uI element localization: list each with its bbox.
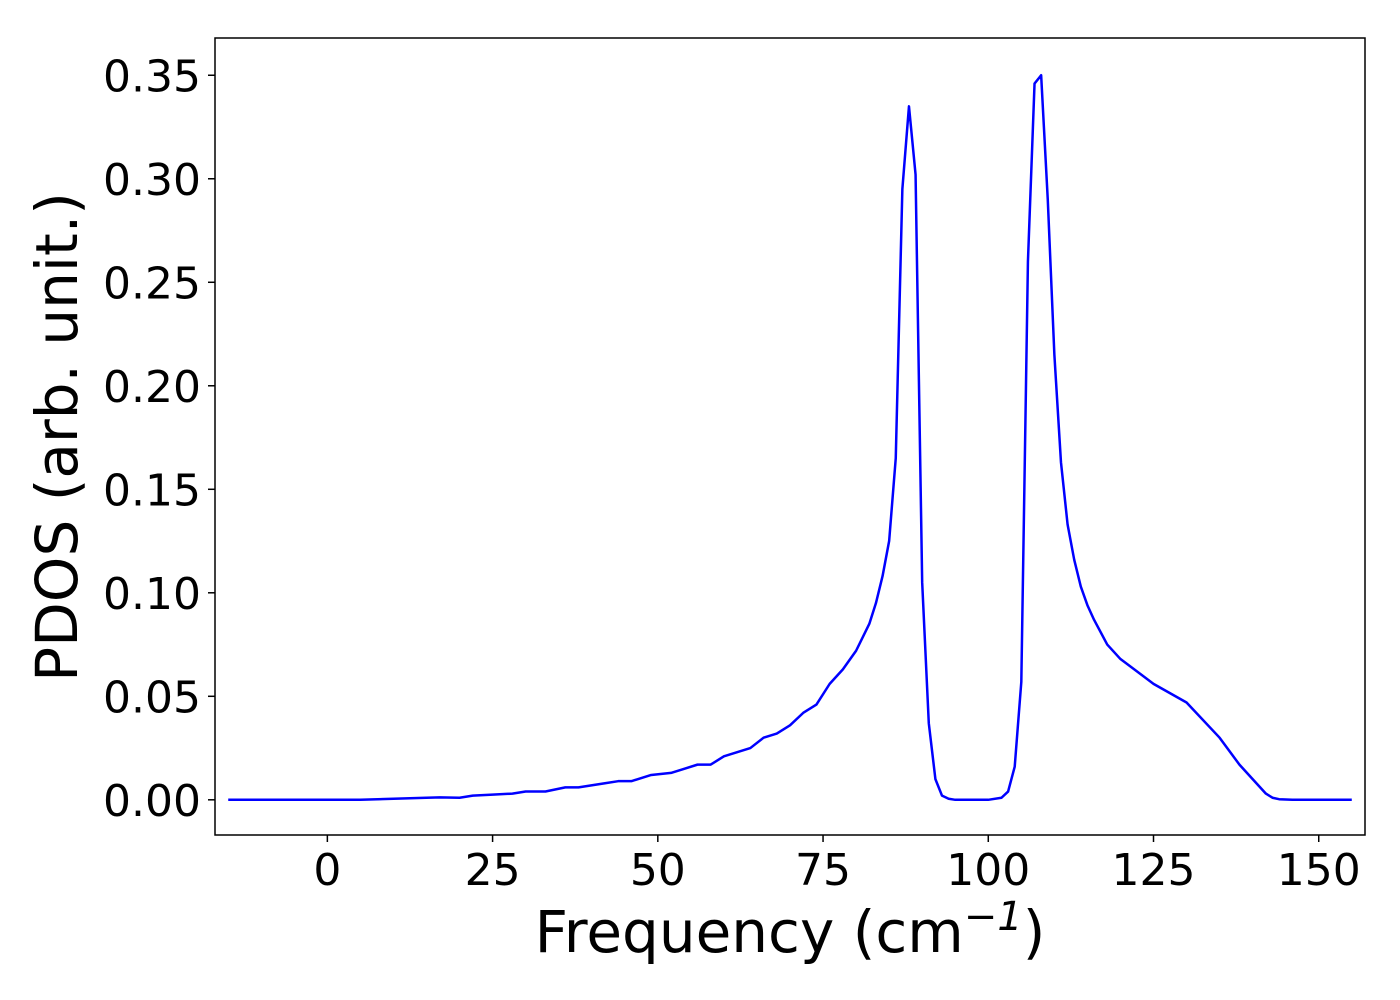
y-axis-label: PDOS (arb. unit.)	[23, 192, 91, 682]
y-tick-label: 0.35	[103, 51, 201, 102]
plot-frame	[214, 37, 1366, 836]
x-axis-label: Frequency (cm−1)	[535, 894, 1046, 966]
y-tick-label: 0.30	[103, 155, 201, 206]
x-tick-label: 25	[465, 845, 521, 896]
y-tick-label: 0.00	[103, 776, 201, 827]
x-tick-label: 100	[946, 845, 1030, 896]
y-tick-label: 0.20	[103, 362, 201, 413]
y-tick-label: 0.15	[103, 465, 201, 516]
x-tick-label: 50	[630, 845, 686, 896]
x-tick-label: 0	[313, 845, 341, 896]
y-tick-label: 0.10	[103, 569, 201, 620]
y-axis-ticks: 0.00 0.05 0.10 0.15 0.20 0.25 0.30 0.35	[103, 51, 215, 827]
x-tick-label: 125	[1112, 845, 1196, 896]
y-tick-label: 0.25	[103, 258, 201, 309]
x-axis-ticks: 0 25 50 75 100 125 150	[313, 835, 1361, 896]
pdos-series-line	[228, 74, 1352, 802]
x-tick-label: 150	[1277, 845, 1361, 896]
y-tick-label: 0.05	[103, 672, 201, 723]
plot-area	[228, 74, 1352, 802]
x-tick-label: 75	[795, 845, 851, 896]
